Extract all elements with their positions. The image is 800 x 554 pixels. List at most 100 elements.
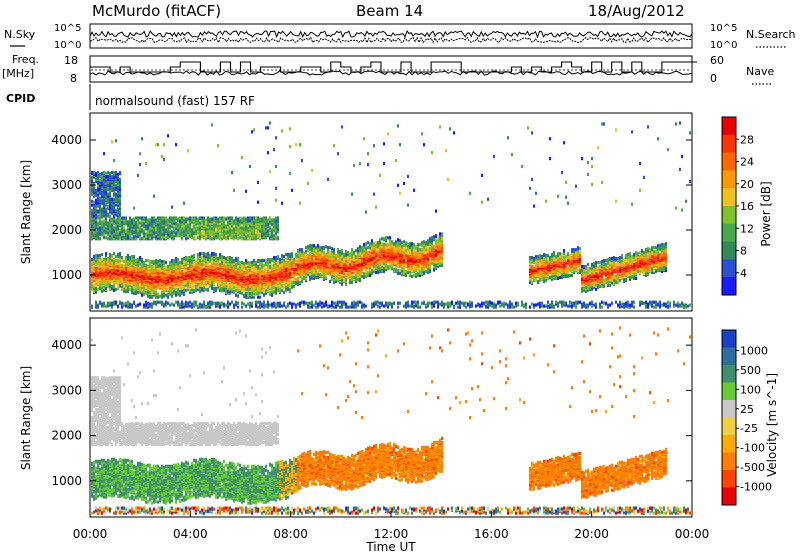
heatmap-cell	[295, 259, 297, 263]
heatmap-cell	[207, 264, 209, 269]
heatmap-cell	[291, 271, 293, 276]
heatmap-cell	[119, 300, 121, 304]
heatmap-cell	[281, 284, 283, 288]
heatmap-cell	[265, 262, 267, 267]
heatmap-cell	[97, 259, 99, 263]
heatmap-cell	[111, 231, 113, 235]
heatmap-cell	[167, 134, 169, 138]
heatmap-cell	[133, 257, 135, 261]
heatmap-cell	[151, 260, 153, 264]
heatmap-cell	[163, 158, 165, 162]
heatmap-cell	[259, 278, 261, 282]
heatmap-cell	[305, 255, 307, 259]
heatmap-cell	[127, 220, 129, 224]
heatmap-cell	[159, 219, 161, 223]
heatmap-cell	[127, 260, 129, 264]
heatmap-cell	[117, 263, 119, 268]
heatmap-cell	[295, 269, 297, 274]
heatmap-cell	[219, 223, 221, 227]
heatmap-cell	[121, 266, 123, 271]
heatmap-cell	[253, 234, 255, 238]
heatmap-cell	[225, 217, 227, 221]
heatmap-cell	[297, 259, 299, 263]
heatmap-cell	[107, 257, 109, 261]
heatmap-cell	[201, 305, 203, 309]
heatmap-cell	[123, 260, 125, 264]
heatmap-cell	[139, 226, 141, 230]
heatmap-cell	[207, 223, 209, 227]
heatmap-cell	[193, 231, 195, 235]
heatmap-cell	[99, 228, 101, 232]
heatmap-cell	[167, 235, 169, 239]
heatmap-cell	[135, 278, 137, 282]
heatmap-cell	[97, 170, 99, 175]
heatmap-cell	[277, 266, 279, 271]
heatmap-cell	[207, 236, 209, 240]
heatmap-cell	[99, 266, 101, 271]
heatmap-cell	[211, 302, 213, 306]
heatmap-cell	[201, 283, 203, 287]
heatmap-cell	[243, 293, 245, 297]
heatmap-cell	[103, 260, 105, 264]
heatmap-cell	[267, 300, 269, 304]
heatmap-cell	[271, 289, 273, 293]
heatmap-cell	[175, 143, 177, 147]
heatmap-cell	[181, 229, 183, 233]
heatmap-cell	[313, 250, 315, 254]
heatmap-cell	[283, 272, 285, 276]
heatmap-cell	[181, 223, 183, 227]
heatmap-cell	[93, 235, 95, 239]
heatmap-cell	[203, 300, 205, 304]
heatmap-cell	[309, 252, 311, 256]
heatmap-cell	[223, 277, 225, 281]
heatmap-cell	[251, 288, 253, 292]
heatmap-cell	[245, 266, 247, 271]
heatmap-cell	[267, 281, 269, 285]
heatmap-cell	[271, 235, 273, 239]
heatmap-cell	[307, 181, 309, 185]
heatmap-cell	[323, 271, 325, 276]
heatmap-cell	[159, 231, 161, 235]
heatmap-cell	[113, 267, 115, 272]
heatmap-cell	[269, 233, 271, 237]
heatmap-cell	[111, 305, 113, 309]
heatmap-cell	[121, 220, 123, 224]
heatmap-cell	[173, 232, 175, 236]
heatmap-cell	[263, 270, 265, 275]
heatmap-cell	[95, 222, 97, 226]
heatmap-cell	[163, 269, 165, 274]
heatmap-cell	[259, 274, 261, 278]
heatmap-cell	[153, 260, 155, 264]
heatmap-cell	[265, 288, 267, 292]
heatmap-cell	[155, 218, 157, 222]
heatmap-cell	[101, 302, 103, 306]
heatmap-cell	[317, 275, 319, 279]
heatmap-cell	[139, 286, 141, 290]
heatmap-cell	[187, 256, 189, 260]
heatmap-cell	[189, 274, 191, 278]
heatmap-cell	[149, 264, 151, 269]
heatmap-cell	[93, 230, 95, 234]
heatmap-cell	[119, 187, 121, 191]
heatmap-cell	[247, 225, 249, 229]
heatmap-cell	[117, 216, 119, 220]
heatmap-cell	[201, 262, 203, 267]
heatmap-cell	[97, 227, 99, 231]
heatmap-cell	[253, 216, 255, 220]
heatmap-cell	[115, 139, 117, 143]
freq-label-line2: [MHz]	[2, 67, 34, 80]
heatmap-cell	[269, 258, 271, 262]
heatmap-cell	[215, 264, 217, 269]
heatmap-cell	[193, 216, 195, 220]
heatmap-cell	[299, 256, 301, 260]
heatmap-cell	[119, 190, 121, 194]
heatmap-cell	[199, 229, 201, 233]
heatmap-cell	[155, 262, 157, 267]
heatmap-cell	[295, 253, 297, 257]
heatmap-cell	[225, 261, 227, 266]
heatmap-cell	[115, 302, 117, 306]
heatmap-cell	[223, 288, 225, 292]
heatmap-cell	[185, 227, 187, 231]
heatmap-cell	[95, 230, 97, 234]
heatmap-cell	[191, 281, 193, 285]
